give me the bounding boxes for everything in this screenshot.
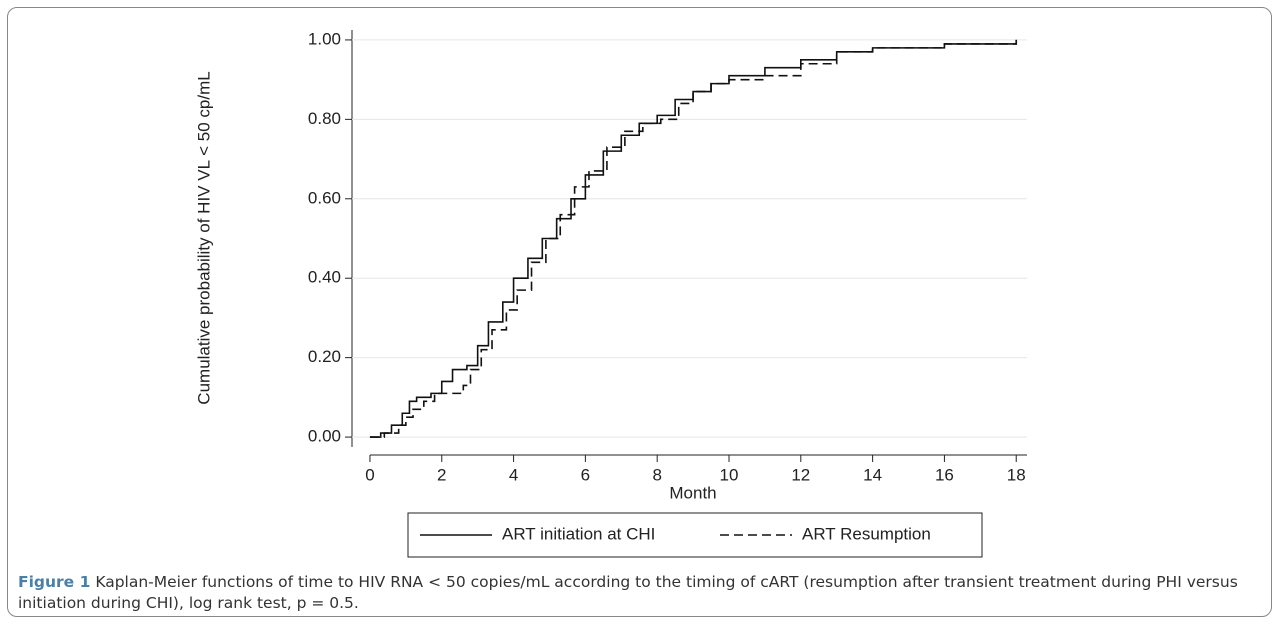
x-tick-label: 16 [935, 465, 954, 484]
legend-label: ART initiation at CHI [502, 524, 655, 543]
x-tick-label: 0 [365, 465, 374, 484]
y-tick-label: 0.20 [308, 347, 341, 366]
caption-label: Figure 1 [18, 573, 91, 591]
caption: Figure 1 Kaplan-Meier functions of time … [18, 572, 1258, 614]
x-tick-label: 18 [1007, 465, 1026, 484]
y-tick-label: 0.40 [308, 268, 341, 287]
x-tick-label: 12 [791, 465, 810, 484]
x-axis-title: Month [669, 483, 716, 502]
legend-label: ART Resumption [802, 524, 931, 543]
x-tick-label: 4 [509, 465, 518, 484]
x-tick-label: 6 [581, 465, 590, 484]
caption-text: Kaplan-Meier functions of time to HIV RN… [18, 573, 1238, 612]
y-axis-title: Cumulative probability of HIV VL < 50 cp… [194, 71, 213, 404]
y-tick-label: 0.80 [308, 109, 341, 128]
legend-box [407, 512, 983, 558]
y-tick-label: 0.00 [308, 427, 341, 446]
x-tick-label: 8 [652, 465, 661, 484]
km-curve [369, 39, 1018, 438]
figure-frame [7, 7, 1272, 617]
x-tick-label: 14 [863, 465, 882, 484]
km-curve [369, 39, 1018, 438]
x-tick-label: 2 [437, 465, 446, 484]
y-tick-label: 0.60 [308, 188, 341, 207]
x-tick-label: 10 [720, 465, 739, 484]
y-tick-label: 1.00 [308, 29, 341, 48]
